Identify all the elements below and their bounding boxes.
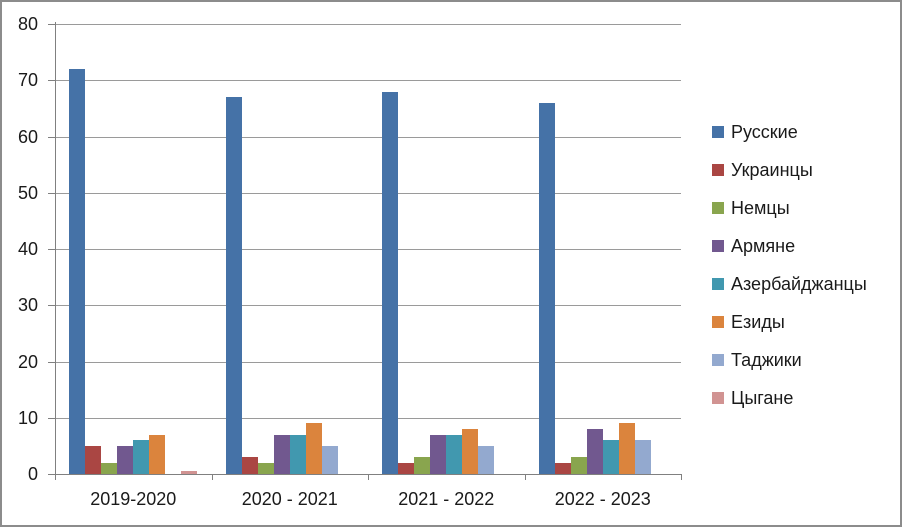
bar-Езиды-2022 - 2023 <box>618 423 635 474</box>
legend-label: Цыгане <box>731 387 794 408</box>
bar-Азербайджанцы-2021 - 2022 <box>446 434 463 474</box>
y-tick-70 <box>48 80 56 82</box>
y-tick-40 <box>48 249 56 250</box>
bar-Езиды-2019-2020 <box>149 434 166 474</box>
bar-Азербайджанцы-2019-2020 <box>133 440 150 474</box>
legend-swatch-icon <box>712 392 724 404</box>
bar-Армяне-2022 - 2023 <box>586 429 603 474</box>
bar-Немцы-2022 - 2023 <box>570 457 587 474</box>
legend-item-Немцы: Немцы <box>712 189 867 227</box>
legend-label: Таджики <box>731 349 802 370</box>
bar-Русские-2019-2020 <box>69 69 86 474</box>
bar-Украинцы-2020 - 2021 <box>241 457 258 474</box>
legend-item-Азербайджанцы: Азербайджанцы <box>712 265 867 303</box>
bar-Русские-2020 - 2021 <box>225 97 242 474</box>
x-tick-3 <box>524 474 526 480</box>
bar-Езиды-2021 - 2022 <box>462 429 479 474</box>
legend-label: Русские <box>731 121 798 142</box>
x-axis-line <box>55 474 682 475</box>
legend-label: Езиды <box>731 311 785 332</box>
bar-Таджики-2022 - 2023 <box>634 440 651 474</box>
bar-group-2022 - 2023 <box>525 24 682 474</box>
bar-Армяне-2020 - 2021 <box>273 434 290 474</box>
y-tick-60 <box>48 136 56 138</box>
x-tick-4 <box>681 474 682 480</box>
bar-group-2021 - 2022 <box>368 24 525 474</box>
bar-Украинцы-2021 - 2022 <box>398 462 415 474</box>
legend-item-Украинцы: Украинцы <box>712 151 867 189</box>
y-tick-80 <box>48 24 56 25</box>
x-tick-2 <box>368 474 369 480</box>
bar-Немцы-2019-2020 <box>101 462 118 474</box>
y-axis-label-60: 60 <box>17 126 38 147</box>
y-tick-30 <box>48 305 56 307</box>
bar-Армяне-2019-2020 <box>117 445 134 474</box>
legend-swatch-icon <box>712 354 724 366</box>
legend-label: Украинцы <box>731 159 813 180</box>
bar-Азербайджанцы-2020 - 2021 <box>289 434 306 474</box>
x-axis-label-2021 - 2022: 2021 - 2022 <box>398 489 495 509</box>
bar-Азербайджанцы-2022 - 2023 <box>602 440 619 474</box>
bar-Русские-2022 - 2023 <box>538 102 555 474</box>
y-axis-line <box>55 22 56 475</box>
legend-swatch-icon <box>712 202 724 214</box>
y-axis-label-20: 20 <box>17 351 38 372</box>
y-tick-10 <box>48 417 56 419</box>
bar-Немцы-2020 - 2021 <box>257 462 274 474</box>
legend-item-Армяне: Армяне <box>712 227 867 265</box>
y-axis-label-0: 0 <box>27 464 38 484</box>
legend: Русские Украинцы Немцы Армяне Азербайджанцы Е… <box>712 113 867 417</box>
legend-label: Немцы <box>731 197 790 218</box>
bar-group-2020 - 2021 <box>212 24 369 474</box>
y-axis-label-50: 50 <box>17 182 38 203</box>
legend-label: Азербайджанцы <box>731 273 867 294</box>
gridline-30 <box>55 305 681 307</box>
y-tick-20 <box>48 361 56 363</box>
legend-swatch-icon <box>712 316 724 328</box>
x-axis-label-2020 - 2021: 2020 - 2021 <box>241 489 338 509</box>
bar-Украинцы-2022 - 2023 <box>554 462 571 474</box>
bar-Таджики-2021 - 2022 <box>478 445 495 474</box>
legend-item-Русские: Русские <box>712 113 867 151</box>
y-tick-50 <box>48 192 56 194</box>
gridline-70 <box>55 80 681 82</box>
y-tick-0 <box>48 474 56 475</box>
plot-area <box>55 24 681 474</box>
legend-swatch-icon <box>712 278 724 290</box>
bar-Таджики-2020 - 2021 <box>321 445 338 474</box>
bar-group-2019-2020 <box>55 24 212 474</box>
gridline-10 <box>55 417 681 419</box>
x-axis-label-2022 - 2023: 2022 - 2023 <box>554 489 651 509</box>
gridline-20 <box>55 361 681 363</box>
gridline-40 <box>55 249 681 250</box>
legend-swatch-icon <box>712 126 724 138</box>
legend-swatch-icon <box>712 164 724 176</box>
y-axis-label-30: 30 <box>17 295 38 316</box>
gridline-60 <box>55 136 681 138</box>
legend-item-Езиды: Езиды <box>712 303 867 341</box>
x-tick-0 <box>55 474 56 480</box>
legend-swatch-icon <box>712 240 724 252</box>
y-axis-label-10: 10 <box>17 407 38 428</box>
x-tick-1 <box>211 474 213 480</box>
y-axis-label-70: 70 <box>17 70 38 91</box>
bar-Русские-2021 - 2022 <box>382 91 399 474</box>
bar-Езиды-2020 - 2021 <box>305 423 322 474</box>
legend-label: Армяне <box>731 235 796 256</box>
gridline-50 <box>55 192 681 194</box>
bar-Немцы-2021 - 2022 <box>414 457 431 474</box>
bar-Украинцы-2019-2020 <box>85 445 102 474</box>
legend-item-Таджики: Таджики <box>712 341 867 379</box>
y-axis-label-40: 40 <box>17 239 38 259</box>
x-axis-label-2019-2020: 2019-2020 <box>90 489 177 509</box>
gridline-80 <box>55 24 681 25</box>
bar-Армяне-2021 - 2022 <box>430 434 447 474</box>
bar-Цыгане-2019-2020 <box>181 471 198 474</box>
y-axis-label-80: 80 <box>17 14 38 34</box>
legend-item-Цыгане: Цыгане <box>712 379 867 417</box>
